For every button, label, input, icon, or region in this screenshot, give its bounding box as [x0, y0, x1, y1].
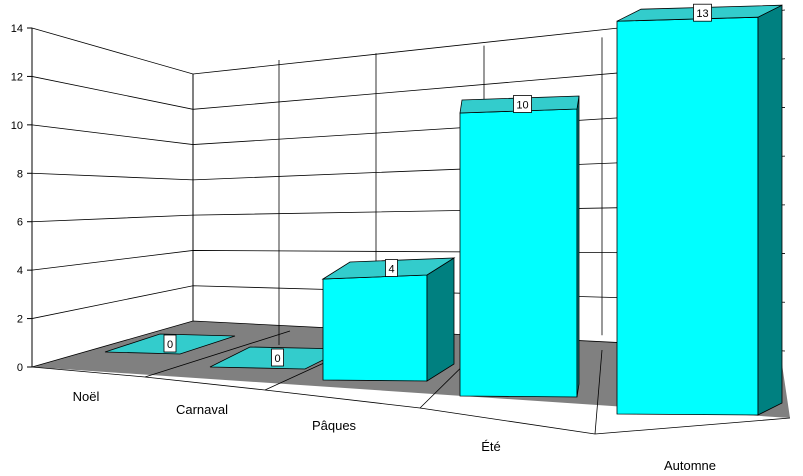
gridline — [31, 250, 786, 271]
bar: 13 — [616, 3, 783, 416]
gridline — [31, 107, 786, 145]
data-label-box — [271, 348, 284, 367]
data-label: 13 — [696, 8, 708, 20]
gridline — [31, 285, 786, 319]
y-axis: 0 2 4 6 8 10 12 14 — [11, 23, 32, 374]
bar: 4 — [321, 257, 456, 382]
data-label: 0 — [274, 353, 280, 365]
y-tick-label: 2 — [17, 314, 23, 326]
bar-front — [322, 274, 428, 382]
bar: 0 — [104, 333, 236, 355]
x-axis: Noël Carnaval Pâques Été Automne — [73, 389, 716, 473]
x-tick-label: Carnaval — [176, 402, 228, 417]
gridline — [31, 155, 786, 181]
bar-side — [576, 95, 580, 398]
y-tick-label: 6 — [17, 217, 23, 229]
data-label-box — [513, 95, 532, 113]
data-label-box — [163, 334, 177, 353]
bar-front — [459, 108, 578, 398]
bars: 0 0 4 10 13 — [104, 3, 783, 416]
y-tick-label: 8 — [17, 168, 23, 180]
x-tick-label: Noël — [73, 389, 100, 404]
data-label-box — [693, 3, 712, 22]
floor-divider — [594, 349, 603, 435]
y-tick-label: 10 — [11, 120, 23, 132]
gridline — [31, 9, 786, 75]
data-label-box — [385, 259, 398, 277]
y-tick-label: 4 — [17, 265, 23, 277]
gridline — [31, 58, 786, 110]
data-label: 4 — [388, 264, 394, 276]
x-tick-label: Pâques — [312, 418, 357, 433]
gridline — [31, 320, 786, 368]
x-tick-label: Automne — [664, 458, 716, 473]
y-tick-label: 12 — [11, 71, 23, 83]
x-tick-label: Été — [481, 439, 501, 454]
bar-side — [426, 257, 455, 382]
y-tick-label: 0 — [17, 362, 23, 374]
bar-side — [757, 4, 783, 416]
bar: 10 — [459, 95, 580, 398]
data-label: 10 — [516, 100, 528, 112]
bar: 0 — [209, 346, 346, 370]
floor-divider — [144, 330, 291, 378]
bar-front — [616, 16, 759, 416]
data-label: 0 — [167, 339, 173, 351]
floor-front-edge — [31, 366, 791, 435]
y-tick-label: 14 — [11, 23, 23, 35]
gridline — [31, 204, 786, 223]
